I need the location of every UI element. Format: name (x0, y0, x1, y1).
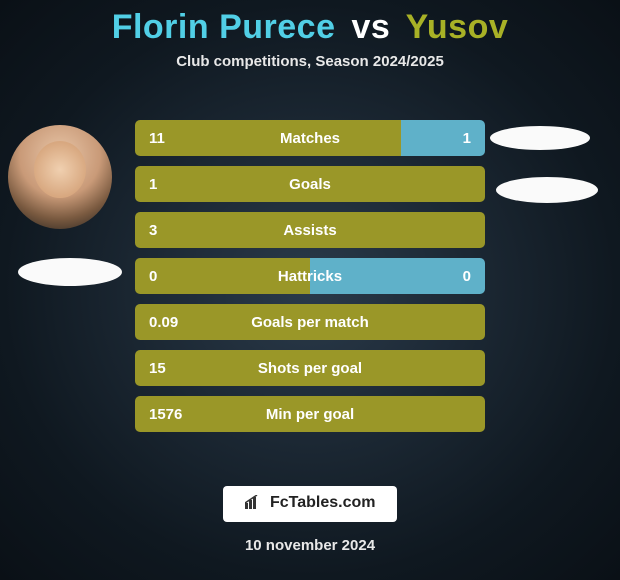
stat-left-segment: 0.09 (135, 304, 485, 340)
stat-row: 3Assists (135, 212, 485, 248)
stat-left-value: 1 (149, 176, 157, 193)
stat-left-segment: 0 (135, 258, 310, 294)
stat-right-value: 0 (463, 268, 471, 285)
stat-rows: 111Matches1Goals3Assists00Hattricks0.09G… (135, 120, 485, 442)
title-vs: vs (351, 8, 390, 46)
stat-row: 1576Min per goal (135, 396, 485, 432)
stat-right-segment: 0 (310, 258, 485, 294)
comparison-title: Florin Purece vs Yusov (0, 0, 620, 47)
stat-row: 00Hattricks (135, 258, 485, 294)
date: 10 november 2024 (0, 537, 620, 554)
stat-left-value: 11 (149, 130, 165, 147)
stat-left-value: 15 (149, 360, 166, 377)
stat-left-value: 3 (149, 222, 157, 239)
fctables-icon (245, 495, 261, 514)
player1-flag-pill (18, 258, 122, 286)
title-player1: Florin Purece (112, 8, 336, 46)
player2-flag-pill (496, 177, 598, 203)
stat-left-value: 1576 (149, 406, 182, 423)
footer: FcTables.com (0, 486, 620, 522)
stat-row: 0.09Goals per match (135, 304, 485, 340)
stat-row: 1Goals (135, 166, 485, 202)
stat-row: 111Matches (135, 120, 485, 156)
stat-left-segment: 15 (135, 350, 485, 386)
fctables-badge: FcTables.com (223, 486, 398, 522)
stat-left-value: 0 (149, 268, 157, 285)
stat-row: 15Shots per goal (135, 350, 485, 386)
title-player2: Yusov (406, 8, 509, 46)
stat-right-segment: 1 (401, 120, 485, 156)
stat-left-segment: 3 (135, 212, 485, 248)
stat-left-segment: 11 (135, 120, 401, 156)
player1-avatar (8, 125, 112, 229)
stat-right-value: 1 (463, 130, 471, 147)
stat-left-value: 0.09 (149, 314, 178, 331)
subtitle: Club competitions, Season 2024/2025 (0, 53, 620, 70)
fctables-text: FcTables.com (270, 494, 376, 511)
stat-left-segment: 1 (135, 166, 485, 202)
stat-left-segment: 1576 (135, 396, 485, 432)
player2-avatar-pill (490, 126, 590, 150)
